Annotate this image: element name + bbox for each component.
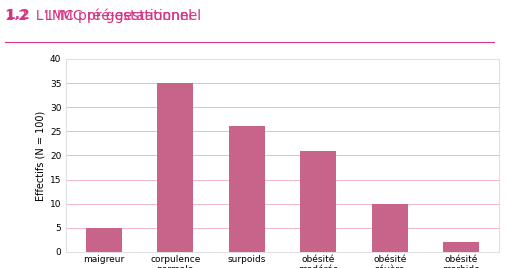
Bar <box>443 242 479 252</box>
Bar <box>300 151 336 252</box>
Text: 1.2: 1.2 <box>5 8 30 22</box>
Text: L’IMC pré-gestationnel: L’IMC pré-gestationnel <box>36 8 201 23</box>
Text: 1.2  L’IMC pré-gestationnel: 1.2 L’IMC pré-gestationnel <box>5 8 192 23</box>
Bar <box>372 204 408 252</box>
Bar <box>157 83 193 252</box>
Bar <box>86 228 122 252</box>
Bar <box>229 126 265 252</box>
Y-axis label: Effectifs (N = 100): Effectifs (N = 100) <box>36 110 46 200</box>
